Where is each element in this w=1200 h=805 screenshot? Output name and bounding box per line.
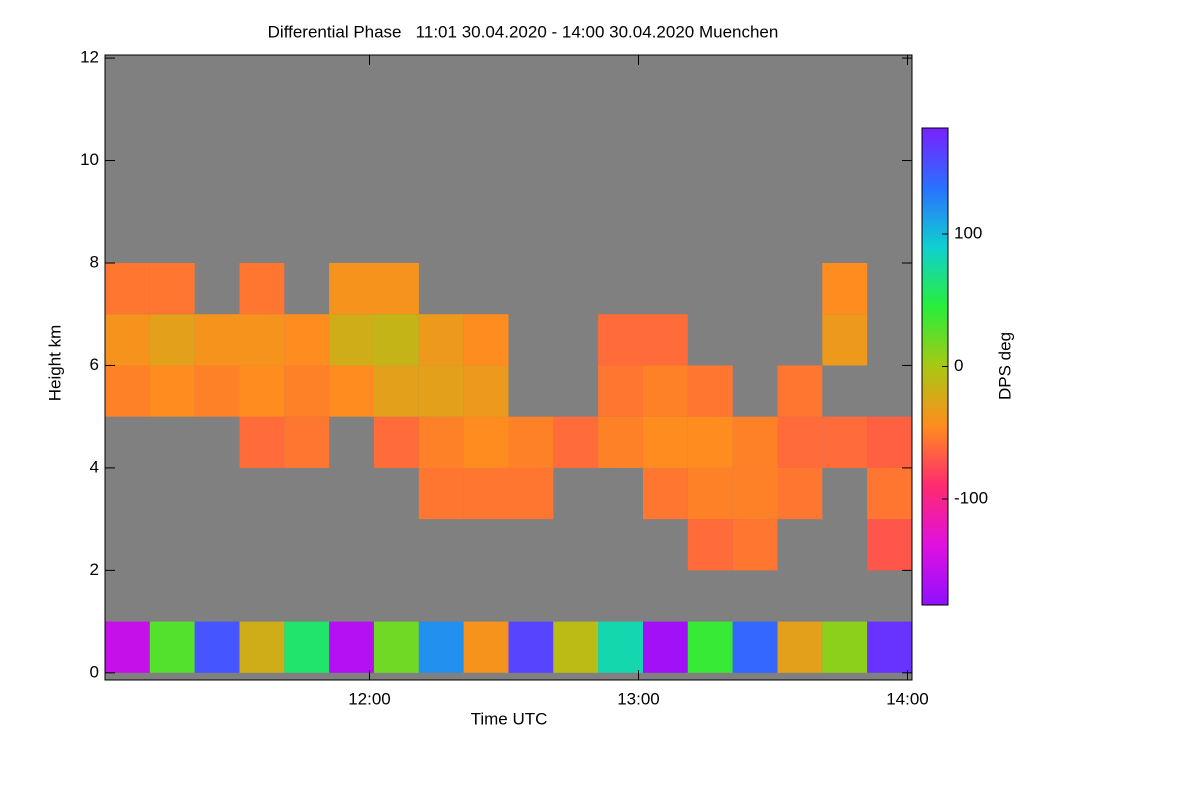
y-tick-label: 4	[90, 457, 99, 476]
heat-cell	[642, 416, 688, 468]
chart-title: Differential Phase 11:01 30.04.2020 - 14…	[268, 22, 779, 41]
heat-cell	[418, 365, 464, 417]
heat-cell	[687, 621, 733, 673]
heat-cell	[194, 314, 240, 366]
heat-cell	[867, 416, 912, 468]
x-axis-label: Time UTC	[471, 709, 548, 728]
heat-cell	[732, 467, 778, 520]
heat-cell	[329, 262, 374, 315]
heat-cell	[329, 621, 374, 673]
heat-cell	[687, 467, 733, 520]
heat-cell	[105, 262, 150, 315]
heat-cell	[867, 519, 912, 571]
heat-cell	[418, 416, 464, 468]
heat-cell	[598, 621, 643, 673]
heat-cell	[687, 519, 733, 571]
heat-cell	[239, 621, 285, 673]
y-tick-label: 0	[90, 662, 99, 681]
heat-cell	[284, 365, 330, 417]
heat-cell	[329, 365, 374, 417]
heat-cell	[553, 416, 599, 468]
heat-cell	[284, 314, 330, 366]
x-tick-label: 12:00	[348, 689, 391, 708]
heat-cell	[373, 416, 419, 468]
heat-cell	[687, 365, 733, 417]
heat-cell	[642, 621, 688, 673]
heat-cell	[149, 621, 195, 673]
heat-cell	[373, 314, 419, 366]
heat-cell	[732, 519, 778, 571]
heat-cell	[822, 314, 868, 366]
heat-cell	[463, 621, 509, 673]
heat-cell	[418, 621, 464, 673]
heat-cell	[418, 467, 464, 520]
heat-cell	[867, 467, 912, 520]
y-tick-label: 8	[90, 252, 99, 271]
heat-cell	[239, 262, 285, 315]
heat-cell	[508, 467, 554, 520]
heat-cell	[463, 365, 509, 417]
heat-cell	[373, 365, 419, 417]
heat-cell	[373, 621, 419, 673]
y-axis-label: Height km	[45, 325, 64, 402]
heat-cell	[822, 621, 868, 673]
heat-cell	[687, 416, 733, 468]
heat-cell	[149, 365, 195, 417]
heat-cell	[777, 416, 823, 468]
heat-cell	[105, 365, 150, 417]
heat-cell	[642, 467, 688, 520]
heat-cell	[732, 621, 778, 673]
heat-cell	[149, 314, 195, 366]
heat-cell	[329, 314, 374, 366]
heat-cell	[194, 621, 240, 673]
heat-cell	[732, 416, 778, 468]
heat-cell	[418, 314, 464, 366]
y-tick-label: 6	[90, 355, 99, 374]
heat-cell	[598, 365, 643, 417]
y-tick-label: 2	[90, 560, 99, 579]
heat-cell	[239, 365, 285, 417]
heat-cell	[463, 467, 509, 520]
heat-cell	[194, 365, 240, 417]
heat-cell	[777, 365, 823, 417]
heat-cell	[239, 314, 285, 366]
heat-cell	[463, 416, 509, 468]
heat-cell	[822, 262, 868, 315]
heat-cell	[508, 416, 554, 468]
heat-cell	[284, 416, 330, 468]
plot-frame	[104, 54, 913, 681]
y-tick-label: 10	[80, 150, 99, 169]
x-tick-label: 14:00	[886, 689, 929, 708]
heat-cell	[642, 314, 688, 366]
heat-cell	[777, 467, 823, 520]
heat-cell	[239, 416, 285, 468]
heat-cell	[777, 621, 823, 673]
heat-cell	[598, 416, 643, 468]
heat-cell	[598, 314, 643, 366]
y-tick-label: 12	[80, 48, 99, 67]
heat-cell	[463, 314, 509, 366]
colorbar-tick-label: 0	[954, 356, 963, 375]
heat-cell	[508, 621, 554, 673]
heat-cell	[149, 262, 195, 315]
heat-cell	[642, 365, 688, 417]
x-tick-label: 13:00	[617, 689, 660, 708]
heat-cell	[373, 262, 419, 315]
heat-cell	[553, 621, 599, 673]
colorbar-tick-label: 100	[954, 223, 982, 242]
colorbar-label: DPS deg	[995, 332, 1014, 400]
heat-cell	[867, 621, 912, 673]
colorbar-tick-label: -100	[954, 488, 988, 507]
heat-cell	[105, 314, 150, 366]
heat-cell	[105, 621, 150, 673]
heat-cell	[284, 621, 330, 673]
heat-cell	[822, 416, 868, 468]
